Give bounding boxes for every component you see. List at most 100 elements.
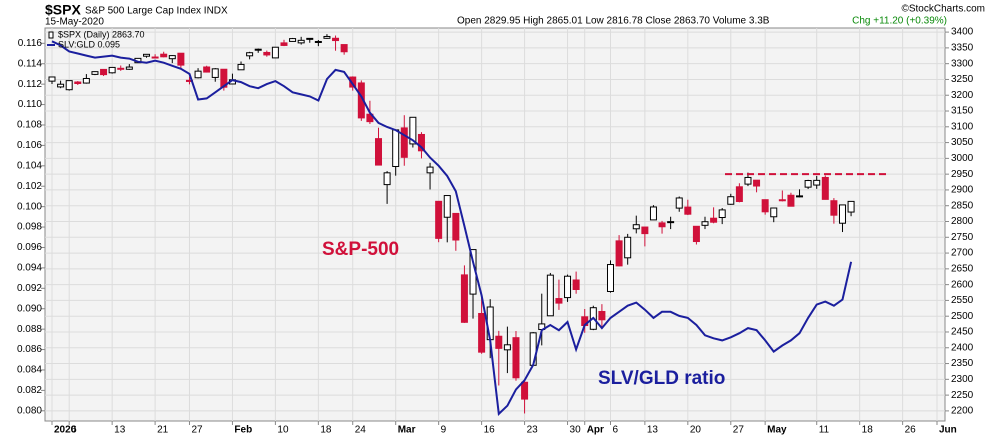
candle-body xyxy=(323,35,331,39)
candle-body xyxy=(744,176,752,185)
x-tick-label: 18 xyxy=(320,425,332,436)
x-tick-label: 21 xyxy=(157,425,169,436)
candle-body xyxy=(572,279,580,290)
candle-body xyxy=(306,37,314,40)
candle-body xyxy=(160,53,168,58)
y-tick-label: 0.088 xyxy=(17,324,42,335)
candle-body xyxy=(770,207,778,218)
x-tick-label: 16 xyxy=(484,425,496,436)
candle-body xyxy=(460,274,468,323)
y2-tick-label: 2400 xyxy=(951,342,974,353)
candle-body xyxy=(718,209,726,219)
candle-body xyxy=(417,133,425,152)
candle-body xyxy=(503,344,511,351)
y2-tick-label: 3200 xyxy=(951,90,974,101)
candle-body xyxy=(211,68,219,78)
candle-body xyxy=(667,221,675,224)
candle-body xyxy=(383,172,391,186)
candle-body xyxy=(332,37,340,42)
y2-tick-label: 2300 xyxy=(951,374,974,385)
y2-tick-label: 3250 xyxy=(951,74,974,85)
candle-body xyxy=(280,42,288,46)
x-tick-label: 30 xyxy=(570,425,582,436)
candle-body xyxy=(409,116,417,145)
ratio-line xyxy=(51,40,853,417)
candle-body xyxy=(649,206,657,221)
y-tick-label: 0.100 xyxy=(17,201,42,212)
candle-body xyxy=(555,298,563,304)
plot-area xyxy=(44,27,946,422)
candle-body xyxy=(143,53,151,57)
candle-body xyxy=(512,337,520,379)
candle-body xyxy=(778,199,786,202)
candle-body xyxy=(349,76,357,88)
candle-body xyxy=(289,38,297,42)
candle-body xyxy=(787,194,795,207)
candle-body xyxy=(684,206,692,215)
candle-body xyxy=(675,197,683,209)
candle-body xyxy=(546,274,554,317)
candle-body xyxy=(271,46,279,59)
x-tick-label: 26 xyxy=(905,425,917,436)
candle-body xyxy=(57,83,65,88)
candle-body xyxy=(710,217,718,223)
legend-label: $SPX (Daily) 2863.70 xyxy=(58,29,145,39)
y-tick-label: 0.096 xyxy=(17,242,42,253)
x-tick-label: May xyxy=(767,425,787,436)
x-tick-label: 13 xyxy=(647,425,659,436)
legend-label: SLV:GLD 0.095 xyxy=(58,39,120,49)
candle-body xyxy=(632,224,640,230)
y-tick-label: 0.102 xyxy=(17,181,42,192)
candle-body xyxy=(753,179,761,187)
x-tick-label: Mar xyxy=(398,425,416,436)
candle-body xyxy=(340,44,348,53)
y-tick-label: 0.104 xyxy=(17,160,42,171)
y2-tick-label: 2900 xyxy=(951,185,974,196)
candle-body xyxy=(108,66,116,74)
candle-body xyxy=(65,80,73,91)
annotation: SLV/GLD ratio xyxy=(598,368,725,389)
x-tick-label: 11 xyxy=(819,425,830,436)
x-tick-label: 6 xyxy=(71,425,77,436)
source: ©StockCharts.com xyxy=(901,4,985,15)
candle-body xyxy=(701,221,709,226)
y2-tick-label: 3100 xyxy=(951,121,974,132)
y2-tick-label: 2650 xyxy=(951,263,974,274)
y2-tick-label: 3150 xyxy=(951,106,974,117)
candle-body xyxy=(74,81,82,84)
x-tick-label: 27 xyxy=(191,425,203,436)
y2-tick-label: 2200 xyxy=(951,406,974,417)
x-tick-label: 23 xyxy=(527,425,539,436)
date: 15-May-2020 xyxy=(45,17,104,28)
candle-body xyxy=(847,200,855,213)
candle-body xyxy=(194,70,202,79)
candle-body xyxy=(452,212,460,241)
candle-body xyxy=(796,195,804,198)
y2-tick-label: 3300 xyxy=(951,58,974,69)
candle-body xyxy=(426,166,434,174)
candle-body xyxy=(375,138,383,166)
y2-tick-label: 2700 xyxy=(951,248,974,259)
price-summary: Open 2829.95 High 2865.01 Low 2816.78 Cl… xyxy=(457,16,770,27)
x-tick-label: 18 xyxy=(862,425,874,436)
x-tick-label: Jun xyxy=(939,425,957,436)
y-tick-label: 0.108 xyxy=(17,120,42,131)
candle-body xyxy=(314,40,322,43)
candle-body xyxy=(117,67,125,70)
candle-body xyxy=(151,56,159,59)
y2-tick-label: 2600 xyxy=(951,279,974,290)
candle-body xyxy=(658,222,666,228)
candle-body xyxy=(237,63,245,71)
x-tick-label: 20 xyxy=(690,425,702,436)
candle-body xyxy=(830,200,838,216)
y2-tick-label: 3000 xyxy=(951,153,974,164)
y-tick-label: 0.116 xyxy=(18,38,43,49)
y2-tick-label: 3350 xyxy=(951,43,974,54)
candle-body xyxy=(804,180,812,188)
candle-body xyxy=(727,196,735,205)
candle-body xyxy=(692,225,700,243)
candle-body xyxy=(91,71,99,75)
y2-tick-label: 2350 xyxy=(951,358,974,369)
y-tick-label: 0.094 xyxy=(17,263,42,274)
y2-tick-label: 2450 xyxy=(951,327,974,338)
